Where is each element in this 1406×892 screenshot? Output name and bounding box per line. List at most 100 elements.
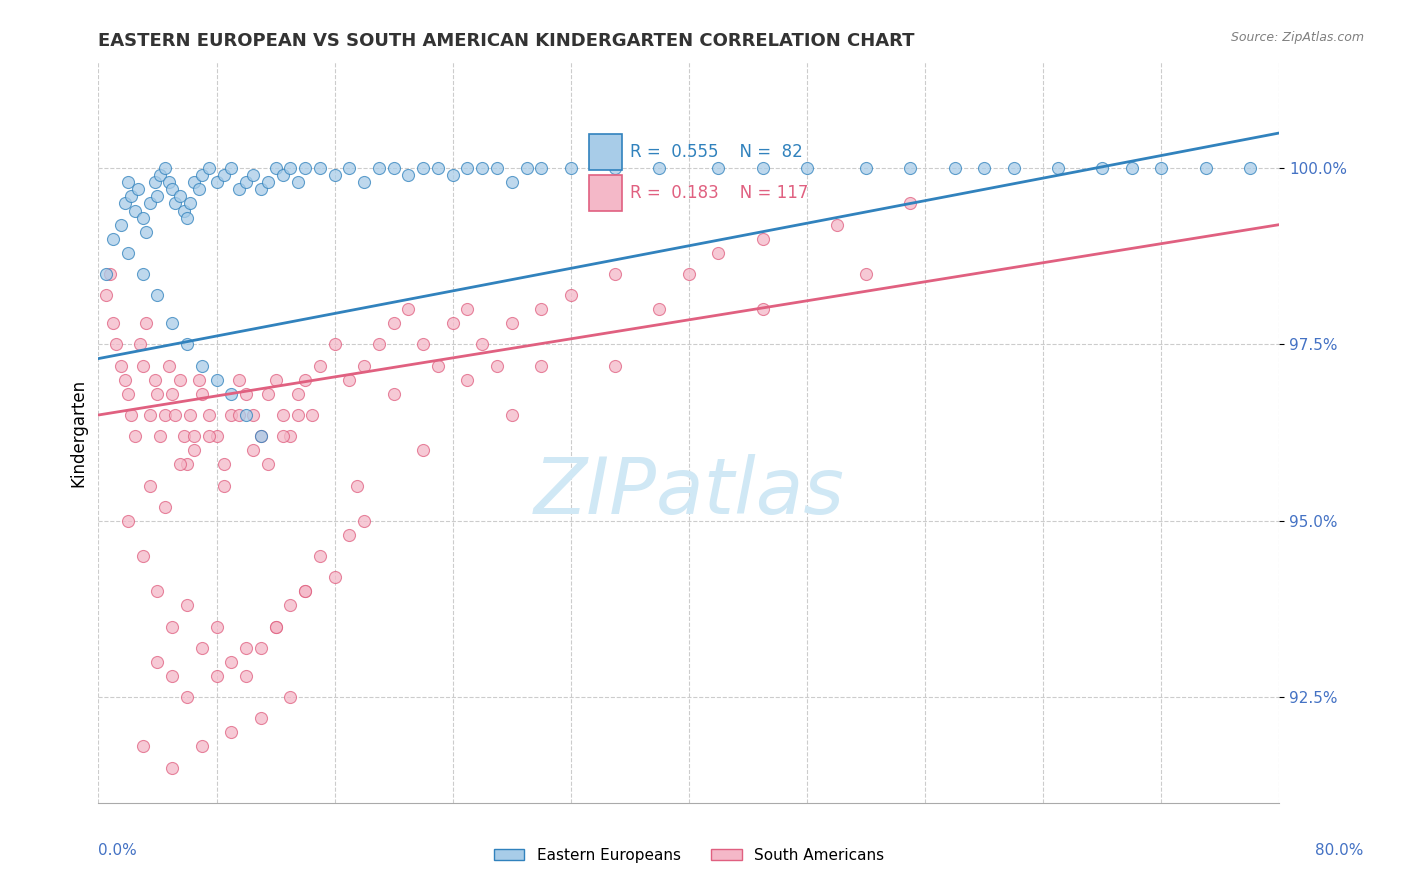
Point (157, 359, 180, 373)
Point (427, 161, 450, 176)
Point (264, 373, 287, 387)
Point (162, 387, 183, 401)
Point (501, 408, 523, 422)
Point (235, 408, 257, 422)
Point (530, 161, 553, 176)
Point (457, 373, 479, 387)
Point (205, 429, 228, 443)
Point (176, 458, 198, 472)
Point (973, 161, 995, 176)
Point (309, 549, 332, 563)
Point (235, 669, 257, 683)
Point (309, 161, 332, 176)
Point (855, 161, 877, 176)
Point (943, 161, 966, 176)
Point (368, 161, 391, 176)
Point (165, 196, 187, 211)
Point (398, 302, 420, 317)
Point (264, 619, 287, 633)
Point (149, 429, 172, 443)
Point (368, 337, 391, 351)
Point (339, 528, 361, 542)
Point (117, 514, 139, 528)
Text: 80.0%: 80.0% (1316, 843, 1364, 858)
Text: 0.0%: 0.0% (98, 843, 138, 858)
Point (132, 739, 155, 754)
Point (323, 337, 346, 351)
Point (221, 161, 243, 176)
Point (412, 443, 434, 458)
Point (176, 690, 198, 704)
Point (752, 232, 775, 246)
Point (94, 288, 117, 302)
Point (257, 458, 280, 472)
Legend: Eastern Europeans, South Americans: Eastern Europeans, South Americans (488, 842, 890, 869)
Point (353, 359, 375, 373)
Point (855, 267, 877, 281)
Point (103, 232, 125, 246)
Point (221, 387, 243, 401)
Text: ZIPatlas: ZIPatlas (533, 454, 845, 530)
Point (132, 267, 155, 281)
Point (127, 182, 149, 196)
Point (264, 619, 287, 633)
Point (250, 182, 273, 196)
Point (146, 387, 169, 401)
Point (183, 443, 205, 458)
Point (257, 387, 280, 401)
Point (235, 175, 257, 189)
Point (648, 302, 671, 317)
Point (707, 161, 730, 176)
Point (457, 302, 479, 317)
Y-axis label: Kindergarten: Kindergarten (69, 378, 87, 487)
Point (264, 161, 287, 176)
Point (143, 373, 166, 387)
Point (294, 584, 316, 599)
Point (117, 387, 139, 401)
Point (752, 302, 775, 317)
Point (228, 182, 250, 196)
Point (271, 429, 294, 443)
Point (1150, 161, 1173, 176)
Point (427, 359, 450, 373)
Point (162, 760, 183, 774)
Point (114, 196, 136, 211)
Point (205, 619, 228, 633)
Point (146, 288, 169, 302)
Point (900, 196, 922, 211)
Point (191, 387, 214, 401)
Point (323, 168, 346, 182)
Point (825, 218, 848, 232)
Point (212, 168, 235, 182)
Point (153, 161, 176, 176)
Point (120, 408, 142, 422)
Point (1091, 161, 1114, 176)
Point (353, 175, 375, 189)
Point (162, 669, 183, 683)
Point (280, 690, 302, 704)
Point (128, 337, 150, 351)
Point (132, 211, 155, 225)
Point (280, 161, 302, 176)
Point (605, 359, 627, 373)
Point (162, 182, 183, 196)
Point (339, 161, 361, 176)
Point (110, 218, 132, 232)
Point (228, 408, 250, 422)
Point (287, 175, 309, 189)
Point (173, 203, 195, 218)
Point (228, 373, 250, 387)
Point (250, 429, 273, 443)
Point (117, 245, 139, 260)
Point (678, 267, 700, 281)
Point (94, 267, 117, 281)
Point (271, 408, 294, 422)
Point (530, 302, 553, 317)
Point (457, 161, 479, 176)
Point (169, 373, 191, 387)
Point (198, 408, 221, 422)
Point (242, 168, 264, 182)
Point (146, 189, 169, 203)
Point (176, 337, 198, 351)
FancyBboxPatch shape (589, 175, 621, 211)
